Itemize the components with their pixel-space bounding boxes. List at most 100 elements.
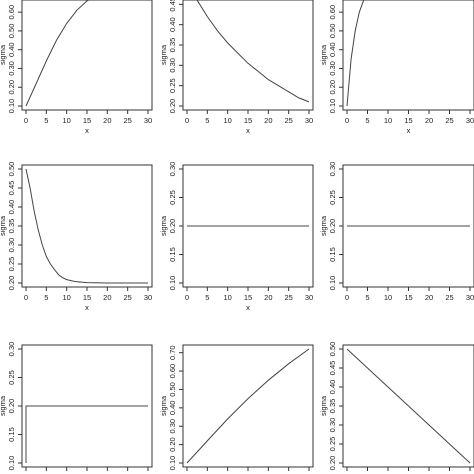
y-tick-label: 0.30	[168, 419, 177, 434]
chart-panel-3: 0 5 10 15 20 25 30 0.10 0.20 0.30 0.40 0.50 0.60 x sig…	[319, 0, 474, 135]
y-tick-label: 0.70	[168, 345, 177, 360]
x-tick-label: 5	[205, 116, 209, 125]
x-tick-label: 30	[466, 116, 474, 125]
series-line	[196, 0, 310, 103]
y-tick-label: 0.20	[168, 99, 177, 114]
series-line	[186, 348, 310, 464]
x-tick-label: 0	[345, 293, 349, 302]
y-axis-label: sigma	[0, 395, 7, 416]
x-axis-label: x	[246, 303, 250, 312]
y-tick-label: 0.40	[168, 17, 177, 32]
x-tick-label: 25	[445, 116, 453, 125]
y-axis-label: sigma	[159, 44, 168, 65]
x-axis-label: x	[85, 303, 89, 312]
y-tick-label: 0.20	[7, 399, 16, 414]
y-tick-label: 0.20	[328, 80, 337, 95]
y-tick-label: 0.30	[168, 58, 177, 73]
x-tick-label: 15	[244, 116, 252, 125]
x-tick-label: 20	[425, 293, 433, 302]
chart-panel-1: 0 5 10 15 20 25 30 0.10 0.20 0.30 0.40 0.50 0.60 x sig…	[0, 0, 153, 135]
y-tick-label: 0.60	[168, 364, 177, 379]
x-tick-label: 0	[24, 116, 28, 125]
x-tick-label: 0	[24, 293, 28, 302]
x-tick-label: 5	[44, 116, 48, 125]
x-tick-label: 0	[185, 293, 189, 302]
y-tick-label: 0.30	[328, 418, 337, 433]
chart-panel-9: 0510152025300.200.250.300.350.400.450.50…	[319, 342, 474, 474]
plot-frame	[182, 344, 314, 468]
y-tick-label: 0.15	[168, 247, 177, 262]
series-line	[25, 168, 148, 284]
x-tick-label: 25	[123, 293, 131, 302]
chart-panel-8: 0510152025300.100.200.300.400.500.600.70…	[159, 344, 314, 474]
x-tick-label: 30	[466, 293, 474, 302]
x-tick-label: 15	[404, 116, 412, 125]
x-tick-label: 10	[62, 116, 70, 125]
y-axis-label: sigma	[319, 44, 328, 65]
y-tick-label: 0.20	[328, 219, 337, 234]
x-tick-label: 30	[144, 116, 152, 125]
x-tick-label: 15	[83, 116, 91, 125]
y-tick-label: 0.35	[328, 399, 337, 414]
x-tick-label: 25	[284, 116, 292, 125]
y-tick-label: 0.15	[7, 427, 16, 442]
plot-frame	[21, 164, 153, 288]
x-tick-label: 30	[305, 293, 313, 302]
y-tick-label: 0.40	[168, 401, 177, 416]
y-axis-label: sigma	[319, 215, 328, 236]
y-tick-label: 0.50	[7, 24, 16, 39]
y-tick-label: 0.30	[7, 61, 16, 76]
y-tick-label: 0.20	[168, 437, 177, 452]
x-axis-label: x	[407, 126, 411, 135]
x-tick-label: 10	[384, 116, 392, 125]
y-tick-label: 0.10	[168, 456, 177, 471]
y-tick-label: 0.40	[7, 42, 16, 57]
x-tick-label: 15	[244, 293, 252, 302]
y-tick-label: 0.10	[7, 456, 16, 471]
x-tick-label: 30	[144, 293, 152, 302]
y-tick-label: 0.10	[328, 99, 337, 114]
plot-frame	[342, 0, 474, 111]
series-line	[25, 0, 90, 107]
y-tick-label: 0.45	[168, 0, 177, 12]
y-tick-label: 0.45	[7, 181, 16, 196]
x-tick-label: 5	[205, 293, 209, 302]
y-tick-label: 0.50	[328, 24, 337, 39]
x-tick-label: 20	[103, 116, 111, 125]
y-tick-label: 0.40	[328, 42, 337, 57]
x-tick-label: 0	[185, 116, 189, 125]
x-tick-label: 25	[123, 116, 131, 125]
x-tick-label: 5	[44, 293, 48, 302]
x-tick-label: 30	[305, 116, 313, 125]
y-tick-label: 0.25	[168, 190, 177, 205]
y-tick-label: 0.20	[7, 276, 16, 291]
x-tick-label: 10	[223, 116, 231, 125]
y-axis-label: sigma	[0, 215, 7, 236]
y-tick-label: 0.60	[7, 5, 16, 20]
y-tick-label: 0.50	[328, 342, 337, 357]
x-tick-label: 20	[103, 293, 111, 302]
y-tick-label: 0.40	[328, 380, 337, 395]
x-tick-label: 0	[345, 116, 349, 125]
y-tick-label: 0.30	[7, 238, 16, 253]
series-line	[346, 348, 471, 464]
plot-frame	[21, 0, 153, 111]
y-tick-label: 0.50	[168, 382, 177, 397]
x-tick-label: 10	[62, 293, 70, 302]
y-tick-label: 0.30	[328, 61, 337, 76]
y-tick-label: 0.15	[328, 247, 337, 262]
x-tick-label: 25	[284, 293, 292, 302]
y-tick-label: 0.10	[328, 276, 337, 291]
y-axis-label: sigma	[319, 395, 328, 416]
y-tick-label: 0.10	[7, 99, 16, 114]
y-tick-label: 0.25	[328, 437, 337, 452]
x-axis-label: x	[85, 126, 89, 135]
y-tick-label: 0.25	[168, 78, 177, 93]
x-tick-label: 10	[384, 293, 392, 302]
x-axis-label: x	[246, 126, 250, 135]
plot-frame	[182, 0, 314, 111]
x-tick-label: 15	[83, 293, 91, 302]
y-tick-label: 0.35	[168, 38, 177, 53]
